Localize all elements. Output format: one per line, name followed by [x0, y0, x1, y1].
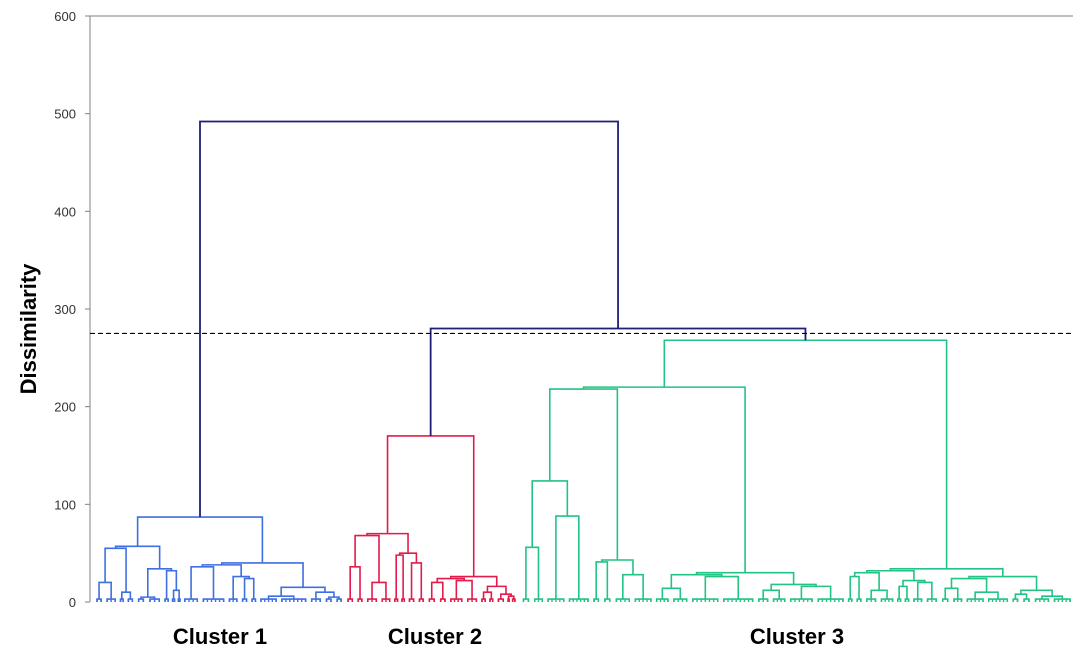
- dendrogram-link: [568, 598, 589, 602]
- dendrogram-link: [386, 435, 475, 577]
- dendrogram-link: [1023, 598, 1030, 602]
- dendrogram-link: [531, 480, 569, 548]
- dendrogram-link: [789, 598, 813, 602]
- y-tick-label: 100: [54, 497, 76, 512]
- y-tick-label: 400: [54, 204, 76, 219]
- dendrogram-link: [243, 577, 255, 600]
- dendrogram-link: [315, 591, 335, 600]
- dendrogram-link: [772, 598, 786, 602]
- dendrogram-link: [1034, 598, 1050, 602]
- dendrogram-link: [950, 577, 988, 593]
- dendrogram-link: [147, 567, 173, 598]
- dendrogram-link: [366, 532, 409, 554]
- dendrogram-link: [172, 589, 180, 600]
- dendrogram-link: [398, 552, 418, 563]
- dendrogram-link: [582, 386, 746, 573]
- dendrogram-link: [555, 515, 580, 600]
- cluster-labels: Cluster 1 Cluster 2 Cluster 3: [173, 624, 844, 649]
- dendrogram-link: [604, 598, 611, 602]
- dendrogram-link: [941, 598, 949, 602]
- dendrogram-link: [410, 562, 423, 600]
- y-tick-label: 500: [54, 107, 76, 122]
- dendrogram-link: [522, 598, 530, 602]
- dendrogram-link: [184, 598, 199, 602]
- dendrogram-link: [661, 587, 682, 600]
- dendrogram-link: [866, 569, 915, 581]
- dendrogram-link: [849, 575, 860, 600]
- dendrogram-link: [165, 569, 178, 600]
- dendrogram-link: [655, 598, 669, 602]
- dendrogram-link: [140, 596, 156, 600]
- dendrogram-link: [595, 561, 609, 600]
- y-axis: [89, 15, 1073, 602]
- dendrogram-link: [232, 575, 250, 600]
- dendrogram-link: [548, 388, 619, 561]
- dendrogram-link: [944, 587, 959, 600]
- dendrogram-link: [673, 598, 688, 602]
- cluster-label: Cluster 1: [173, 624, 267, 649]
- dendrogram-link: [622, 573, 644, 600]
- dendrogram-link: [121, 591, 132, 600]
- y-tick-label: 600: [54, 9, 76, 24]
- dendrogram-link: [349, 566, 361, 600]
- dendrogram-link: [482, 591, 493, 600]
- dendrogram-link: [615, 598, 631, 602]
- dendrogram-link: [201, 564, 242, 577]
- dendrogram-link: [497, 598, 505, 602]
- dendrogram-link: [202, 598, 225, 602]
- dendrogram-link: [449, 575, 498, 587]
- dendrogram-link: [1014, 593, 1028, 600]
- dendrogram-link: [880, 598, 894, 602]
- dendrogram-link: [327, 596, 340, 600]
- dendrogram-link: [902, 579, 926, 587]
- cluster-label: Cluster 3: [750, 624, 844, 649]
- dendrogram-link: [762, 589, 780, 600]
- dendrogram-link: [507, 595, 515, 600]
- dendrogram-link: [98, 581, 112, 600]
- dendrogram-link: [770, 583, 817, 591]
- dendrogram-link: [430, 581, 444, 600]
- dendrogram-link: [663, 339, 948, 569]
- dendrogram-link: [428, 598, 435, 602]
- dendrogram-link: [395, 554, 404, 600]
- dendrogram-link: [974, 591, 999, 600]
- dendrogram-link: [704, 575, 740, 600]
- dendrogram-link: [916, 581, 933, 600]
- dendrogram-link: [136, 516, 264, 563]
- cluster-label: Cluster 2: [388, 624, 482, 649]
- dendrogram-link: [987, 598, 1009, 602]
- y-tick-label: 300: [54, 302, 76, 317]
- dendrogram-link: [450, 598, 463, 602]
- dendrogram-link: [525, 546, 540, 600]
- dendrogram-link: [968, 575, 1038, 591]
- dendrogram-link: [114, 545, 161, 569]
- dendrogram-link: [371, 581, 387, 600]
- dendrogram-tree: [96, 120, 1071, 602]
- dendrogram-link: [354, 534, 380, 583]
- dendrogram-link: [104, 547, 127, 593]
- dendrogram-link: [1020, 589, 1053, 597]
- y-axis-ticks: 0 100 200 300 400 500 600: [54, 9, 90, 610]
- dendrogram-link: [500, 593, 512, 600]
- dendrogram-link: [137, 598, 145, 602]
- dendrogram-link: [870, 589, 888, 600]
- y-axis-title: Dissimilarity: [16, 263, 41, 395]
- dendrogram-link: [455, 579, 473, 600]
- y-tick-label: 200: [54, 400, 76, 415]
- y-tick-label: 0: [69, 595, 76, 610]
- dendrogram-merge-link: [199, 120, 619, 518]
- dendrogram-link: [800, 585, 832, 600]
- dendrogram-link: [898, 585, 908, 600]
- dendrogram-link: [190, 566, 215, 600]
